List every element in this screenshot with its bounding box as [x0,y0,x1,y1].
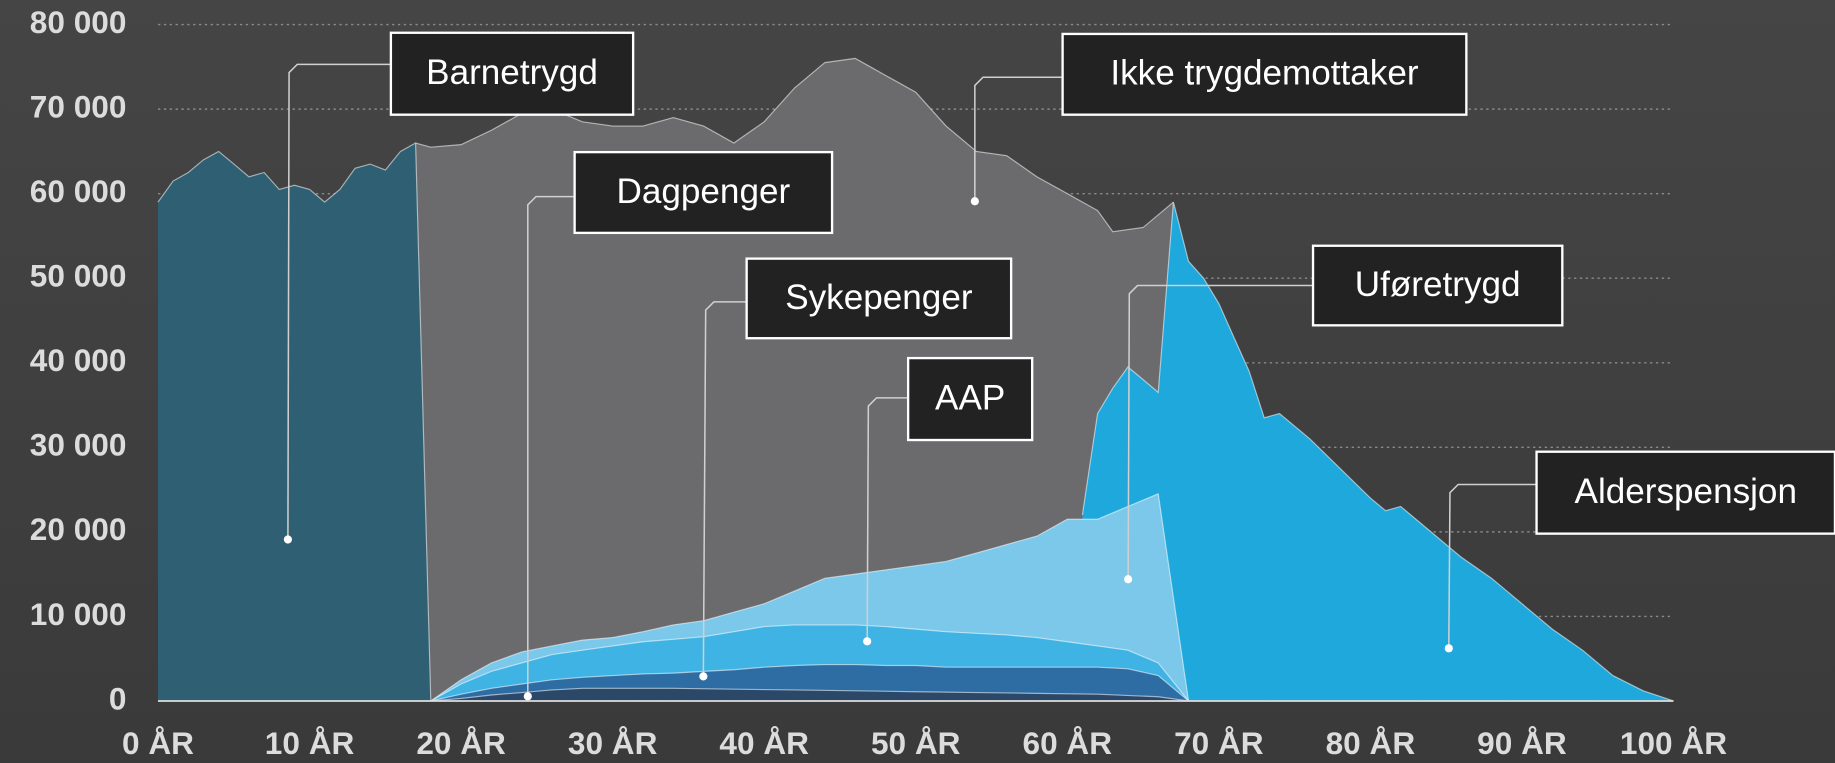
x-tick-label: 0 ÅR [122,725,194,761]
leader-dot [1445,644,1453,652]
x-tick-label: 60 ÅR [1023,725,1113,761]
y-tick-label: 30 000 [30,427,127,463]
page: {"chart_data": {"type": "area", "xlim": … [0,0,1835,763]
y-tick-label: 50 000 [30,258,127,294]
series-label: Alderspensjon [1575,472,1797,511]
series-label: Uføretrygd [1355,265,1521,304]
series-label: Ikke trygdemottaker [1110,54,1418,93]
leader-dot [699,672,707,680]
series-label: AAP [935,378,1005,417]
y-tick-label: 80 000 [30,4,127,40]
series-label: Dagpenger [617,172,791,211]
x-tick-label: 90 ÅR [1477,725,1567,761]
series-label: Sykepenger [785,278,973,317]
x-tick-label: 10 ÅR [265,725,355,761]
leader-dot [971,197,979,205]
y-tick-label: 40 000 [30,342,127,378]
x-tick-label: 20 ÅR [416,725,506,761]
y-tick-label: 70 000 [30,88,127,124]
leader-dot [863,637,871,645]
x-tick-label: 30 ÅR [568,725,658,761]
series-label: Barnetrygd [426,53,598,92]
x-tick-label: 50 ÅR [871,725,961,761]
chart: 0 10 000 20 000 30 000 40 000 50 000 60 000 70 … [0,0,1835,763]
y-tick-label: 20 000 [30,511,127,547]
x-tick-label: 100 ÅR [1620,725,1727,761]
x-tick-label: 70 ÅR [1174,725,1264,761]
leader-dot [284,535,292,543]
area-fill [158,143,431,701]
leader-dot [524,692,532,700]
y-tick-label: 0 [109,680,127,716]
y-tick-label: 60 000 [30,173,127,209]
leader-dot [1124,575,1132,583]
y-tick-label: 10 000 [30,596,127,632]
x-tick-label: 40 ÅR [719,725,809,761]
x-tick-label: 80 ÅR [1326,725,1416,761]
